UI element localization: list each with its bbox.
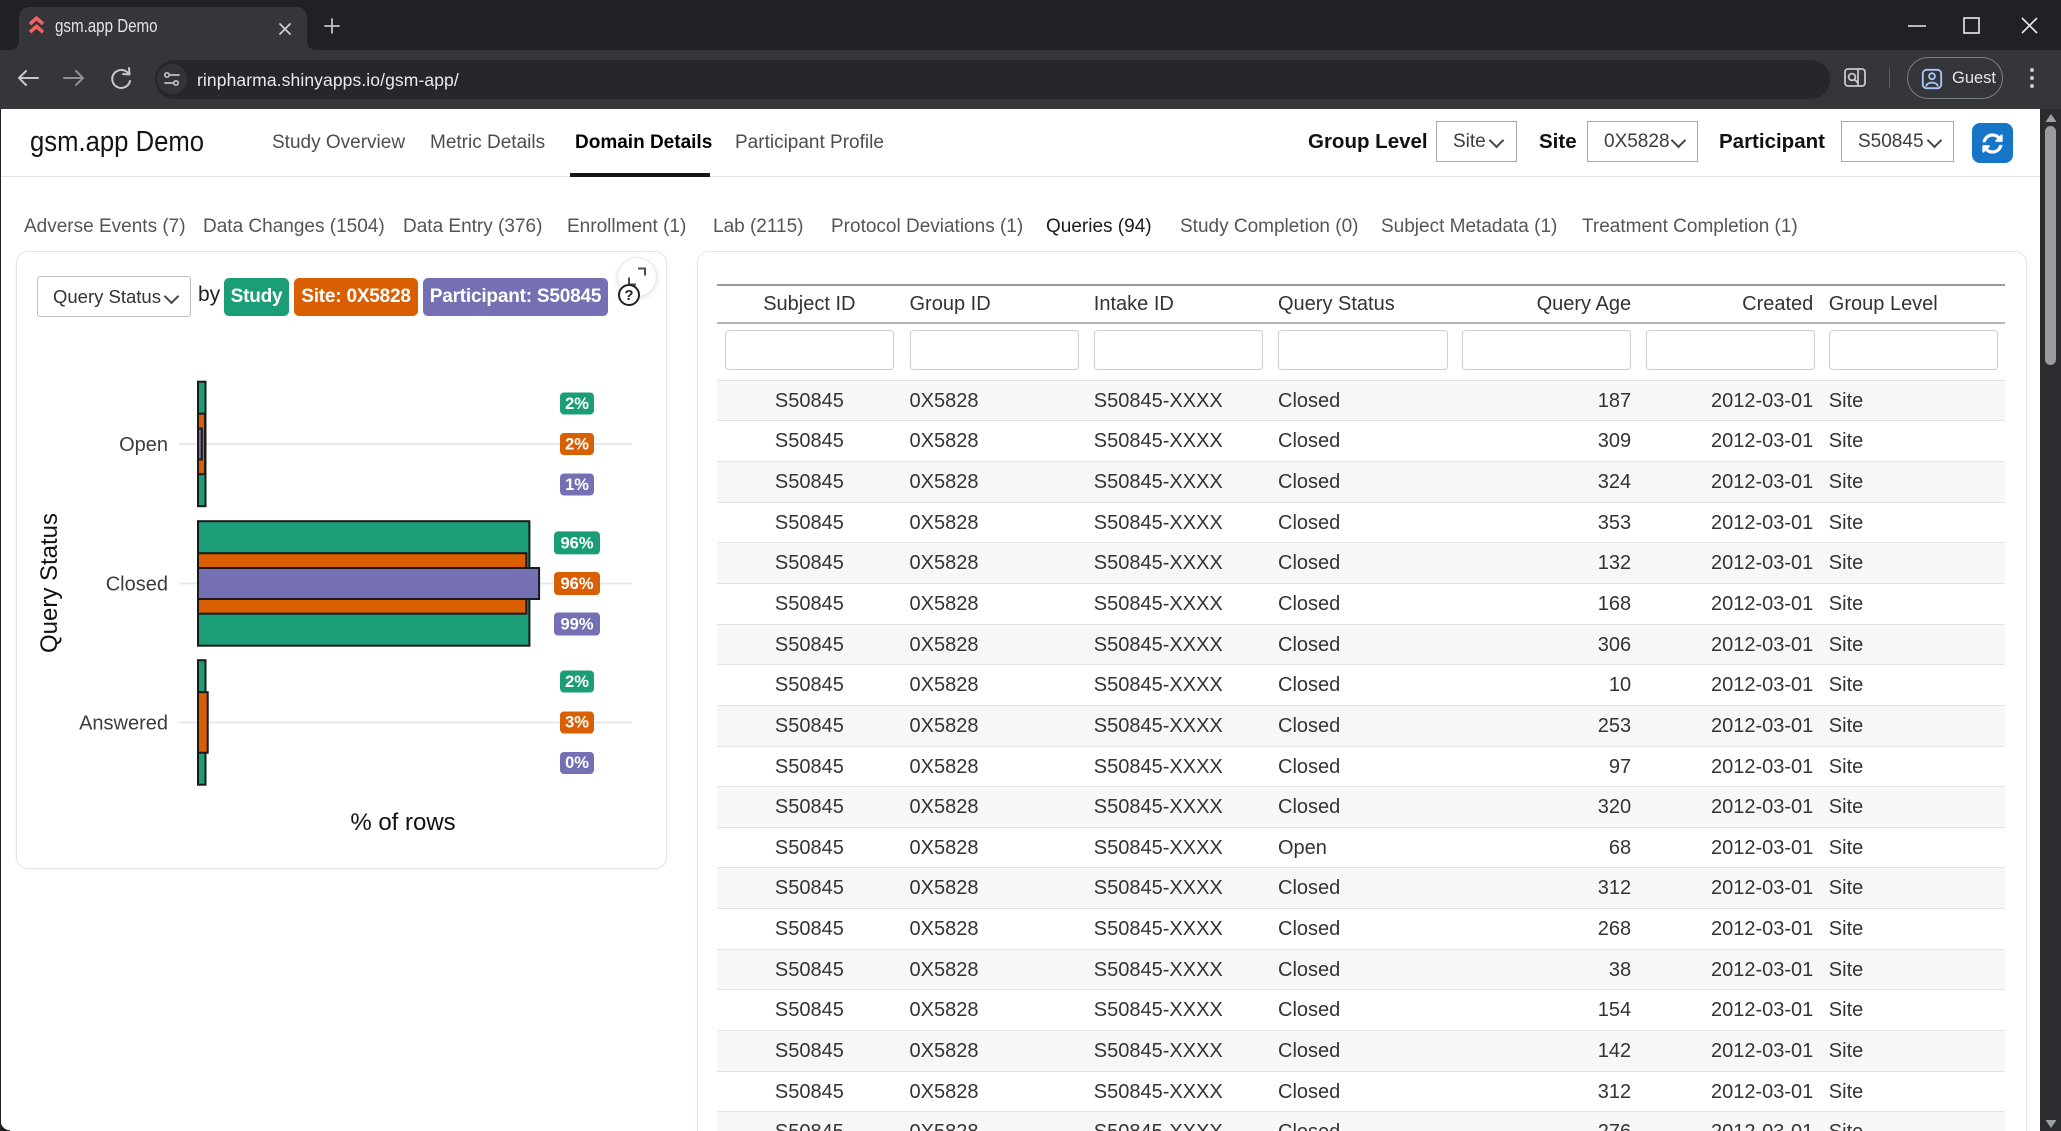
svg-text:96%: 96%	[560, 575, 593, 593]
svg-text:Closed: Closed	[106, 574, 168, 596]
svg-text:% of rows: % of rows	[350, 809, 455, 836]
svg-text:1%: 1%	[565, 476, 589, 494]
svg-text:2%: 2%	[565, 436, 589, 454]
svg-text:96%: 96%	[560, 534, 593, 552]
svg-text:Answered: Answered	[79, 713, 168, 735]
svg-text:2%: 2%	[565, 395, 589, 413]
svg-text:Query Status: Query Status	[36, 513, 63, 653]
svg-text:2%: 2%	[565, 673, 589, 691]
svg-text:Open: Open	[119, 434, 168, 456]
svg-text:3%: 3%	[565, 714, 589, 732]
svg-text:99%: 99%	[560, 616, 593, 634]
svg-text:0%: 0%	[565, 754, 589, 772]
